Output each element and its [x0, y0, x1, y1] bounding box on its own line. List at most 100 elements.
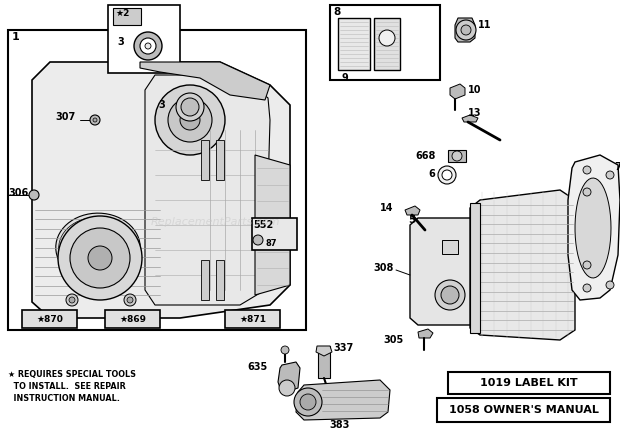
- Text: 14: 14: [379, 203, 393, 213]
- Circle shape: [438, 166, 456, 184]
- Polygon shape: [278, 362, 300, 390]
- Circle shape: [155, 85, 225, 155]
- Circle shape: [93, 118, 97, 122]
- Polygon shape: [145, 75, 270, 305]
- Text: INSTRUCTION MANUAL.: INSTRUCTION MANUAL.: [8, 394, 120, 403]
- Polygon shape: [140, 62, 270, 100]
- Circle shape: [281, 346, 289, 354]
- Bar: [201, 140, 209, 180]
- Circle shape: [456, 20, 476, 40]
- Circle shape: [253, 235, 263, 245]
- Polygon shape: [455, 18, 475, 42]
- Circle shape: [461, 25, 471, 35]
- Circle shape: [583, 166, 591, 174]
- Circle shape: [300, 394, 316, 410]
- Text: 5: 5: [408, 215, 415, 225]
- Bar: [216, 140, 224, 180]
- Polygon shape: [405, 206, 420, 215]
- Text: ReplacementParts.com: ReplacementParts.com: [150, 217, 280, 227]
- Bar: [442, 240, 458, 254]
- Circle shape: [127, 297, 133, 303]
- Text: ★869: ★869: [120, 314, 146, 324]
- Text: 668: 668: [415, 151, 436, 161]
- Circle shape: [66, 294, 78, 306]
- Bar: [216, 260, 224, 300]
- Text: 3: 3: [117, 37, 124, 47]
- Bar: [22, 310, 77, 328]
- Circle shape: [140, 38, 156, 54]
- Text: 87: 87: [265, 239, 277, 247]
- Text: 6: 6: [428, 169, 435, 179]
- Circle shape: [379, 30, 395, 46]
- Polygon shape: [568, 155, 620, 300]
- Polygon shape: [575, 178, 611, 278]
- Circle shape: [279, 380, 295, 396]
- Circle shape: [606, 281, 614, 289]
- Polygon shape: [316, 346, 332, 356]
- Text: 13: 13: [468, 108, 482, 118]
- Bar: [8, 30, 306, 330]
- Text: 8: 8: [333, 7, 340, 17]
- Text: 1: 1: [12, 32, 20, 42]
- Bar: [113, 8, 141, 25]
- Text: 10: 10: [468, 85, 482, 95]
- Circle shape: [69, 297, 75, 303]
- Text: 11: 11: [478, 20, 492, 30]
- Circle shape: [606, 171, 614, 179]
- Circle shape: [442, 170, 452, 180]
- Polygon shape: [255, 155, 290, 295]
- Bar: [108, 5, 180, 73]
- Text: ★870: ★870: [37, 314, 63, 324]
- Bar: [225, 310, 280, 328]
- Text: 1058 OWNER'S MANUAL: 1058 OWNER'S MANUAL: [448, 405, 598, 415]
- Bar: [470, 203, 480, 333]
- Polygon shape: [450, 84, 465, 99]
- Text: TO INSTALL.  SEE REPAIR: TO INSTALL. SEE REPAIR: [8, 382, 126, 391]
- Polygon shape: [56, 213, 140, 282]
- Bar: [105, 310, 160, 328]
- Bar: [448, 150, 466, 162]
- Polygon shape: [32, 62, 290, 318]
- Circle shape: [145, 43, 151, 49]
- Circle shape: [29, 190, 39, 200]
- Text: ★ REQUIRES SPECIAL TOOLS: ★ REQUIRES SPECIAL TOOLS: [8, 370, 136, 379]
- Circle shape: [176, 93, 204, 121]
- Text: 9: 9: [342, 73, 348, 83]
- Text: 337: 337: [333, 343, 353, 353]
- Bar: [318, 346, 330, 378]
- Text: 7: 7: [614, 162, 620, 172]
- Polygon shape: [410, 218, 490, 325]
- Circle shape: [90, 115, 100, 125]
- Circle shape: [134, 32, 162, 60]
- Circle shape: [441, 286, 459, 304]
- Text: 3: 3: [158, 100, 165, 110]
- Text: 308: 308: [374, 263, 394, 273]
- Text: 635: 635: [248, 362, 268, 372]
- Circle shape: [58, 216, 142, 300]
- Polygon shape: [296, 380, 390, 420]
- Bar: [437, 398, 610, 422]
- Polygon shape: [462, 115, 478, 122]
- Circle shape: [327, 393, 333, 399]
- Text: 307: 307: [55, 112, 75, 122]
- Circle shape: [583, 261, 591, 269]
- Circle shape: [88, 246, 112, 270]
- Text: ★871: ★871: [239, 314, 267, 324]
- Text: 1019 LABEL KIT: 1019 LABEL KIT: [480, 378, 578, 388]
- Circle shape: [124, 294, 136, 306]
- Circle shape: [583, 284, 591, 292]
- Circle shape: [180, 110, 200, 130]
- Bar: [338, 18, 370, 70]
- Polygon shape: [418, 329, 433, 338]
- Circle shape: [294, 388, 322, 416]
- Bar: [201, 260, 209, 300]
- Text: 306: 306: [8, 188, 29, 198]
- Bar: [330, 5, 440, 80]
- Text: 552: 552: [253, 220, 273, 230]
- Bar: [374, 18, 400, 70]
- Bar: [252, 218, 297, 250]
- Bar: [448, 372, 610, 394]
- Text: 383: 383: [330, 420, 350, 430]
- Circle shape: [181, 98, 199, 116]
- Text: ★2: ★2: [115, 9, 130, 18]
